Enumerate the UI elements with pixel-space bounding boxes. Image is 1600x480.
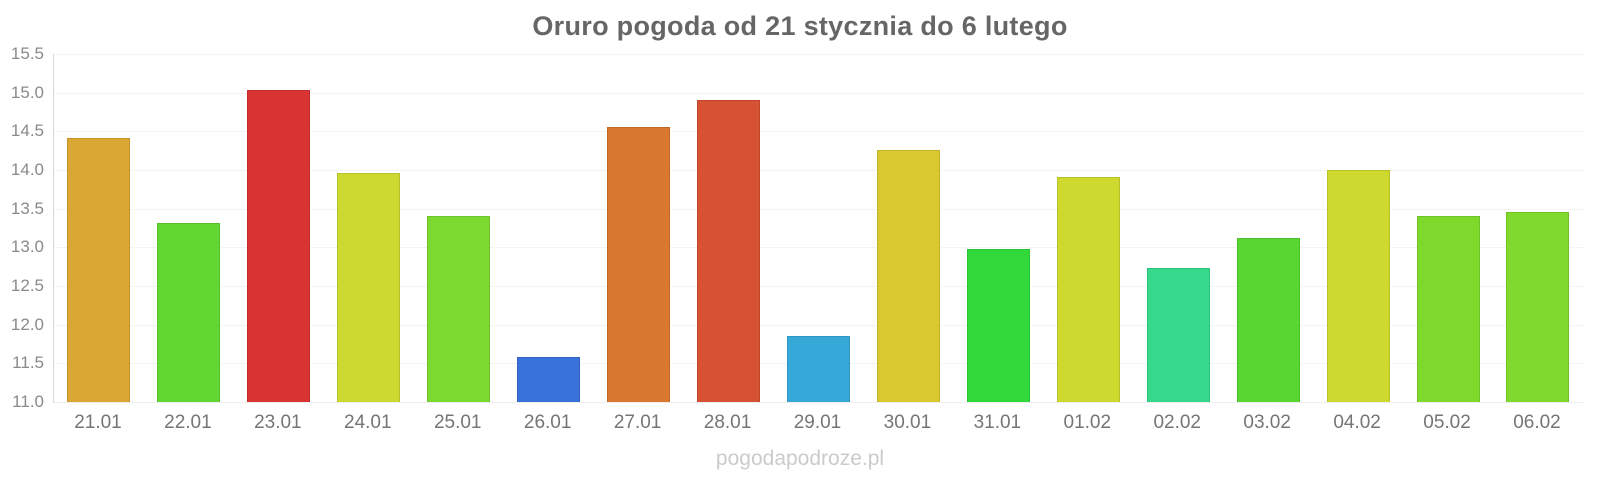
gridline — [54, 208, 1583, 210]
bar-slot — [234, 54, 324, 402]
bar-slot — [504, 54, 594, 402]
bar-slot — [1403, 54, 1493, 402]
bar[interactable] — [67, 137, 131, 402]
x-tick-label: 27.01 — [613, 412, 662, 433]
plot-area — [53, 54, 1583, 403]
bar[interactable] — [157, 223, 221, 402]
bar-slot — [1133, 54, 1223, 402]
bar[interactable] — [1146, 268, 1210, 402]
bar-slot — [953, 54, 1043, 402]
gridline — [54, 54, 1583, 55]
bar[interactable] — [876, 149, 940, 402]
bar[interactable] — [1506, 211, 1570, 402]
x-tick-label: 21.01 — [74, 412, 122, 433]
x-tick-label: 02.02 — [1153, 412, 1201, 433]
gridline — [54, 286, 1583, 287]
y-tick-label: 15.0 — [10, 82, 44, 102]
bar[interactable] — [697, 99, 760, 402]
y-tick-label: 11.5 — [12, 353, 44, 373]
x-tick-label: 22.01 — [164, 412, 212, 433]
bar-slot — [594, 54, 684, 402]
bar[interactable] — [427, 216, 491, 402]
x-tick-label: 26.01 — [523, 412, 572, 433]
bar-slot — [774, 54, 864, 402]
bar-series — [54, 54, 1583, 402]
bar[interactable] — [247, 90, 311, 402]
bar[interactable] — [1416, 215, 1480, 402]
bar-slot — [1043, 54, 1133, 402]
y-axis-tick-labels: 15.5 15.0 14.5 14.0 13.5 13.0 12.5 12.0 11.5 11.0 — [0, 0, 44, 480]
bar-slot — [324, 54, 414, 402]
x-tick-label: 24.01 — [344, 412, 392, 433]
y-tick-label: 11.0 — [12, 392, 44, 411]
y-tick-label: 14.5 — [10, 121, 44, 141]
x-tick-label: 31.01 — [973, 412, 1022, 433]
bar[interactable] — [1326, 170, 1390, 402]
y-tick-label: 15.5 — [10, 44, 44, 63]
gridline — [54, 131, 1583, 133]
x-tick-label: 01.02 — [1063, 412, 1112, 433]
x-tick-label: 23.01 — [254, 412, 302, 433]
bar[interactable] — [786, 336, 850, 402]
bar-slot — [414, 54, 504, 402]
bar[interactable] — [1056, 176, 1120, 402]
x-tick-label: 25.01 — [433, 412, 482, 433]
bar[interactable] — [966, 248, 1030, 402]
watermark: pogodapodroze.pl — [715, 447, 885, 470]
chart-title: Oruro pogoda od 21 stycznia do 6 lutego — [532, 11, 1068, 41]
x-axis-tick-labels: 21.01 22.01 23.01 24.01 25.01 26.01 27.01 28.01… — [53, 412, 1582, 434]
gridline — [54, 324, 1583, 326]
bar-slot — [1493, 54, 1583, 402]
x-tick-label: 04.02 — [1333, 412, 1381, 433]
y-tick-label: 12.5 — [10, 276, 44, 295]
x-tick-label: 05.02 — [1423, 412, 1471, 433]
y-tick-label: 13.0 — [10, 237, 44, 257]
bar-slot — [1313, 54, 1403, 402]
gridline — [54, 92, 1583, 94]
y-tick-label: 14.0 — [10, 160, 44, 179]
gridline — [54, 170, 1583, 171]
x-tick-label: 29.01 — [793, 412, 842, 433]
gridline — [54, 247, 1583, 249]
bar-slot — [863, 54, 953, 402]
x-tick-label: 06.02 — [1513, 412, 1561, 433]
bar[interactable] — [517, 357, 581, 402]
x-tick-label: 28.01 — [703, 412, 752, 433]
y-tick-label: 13.5 — [10, 198, 44, 218]
bar-slot — [54, 54, 144, 402]
x-tick-label: 03.02 — [1243, 412, 1291, 433]
bar[interactable] — [1236, 238, 1300, 402]
bar[interactable] — [607, 127, 671, 402]
bar[interactable] — [337, 173, 401, 402]
y-tick-label: 12.0 — [10, 314, 44, 334]
x-tick-label: 30.01 — [883, 412, 932, 433]
bar-slot — [684, 54, 774, 402]
bar-slot — [144, 54, 234, 402]
bar-slot — [1223, 54, 1313, 402]
